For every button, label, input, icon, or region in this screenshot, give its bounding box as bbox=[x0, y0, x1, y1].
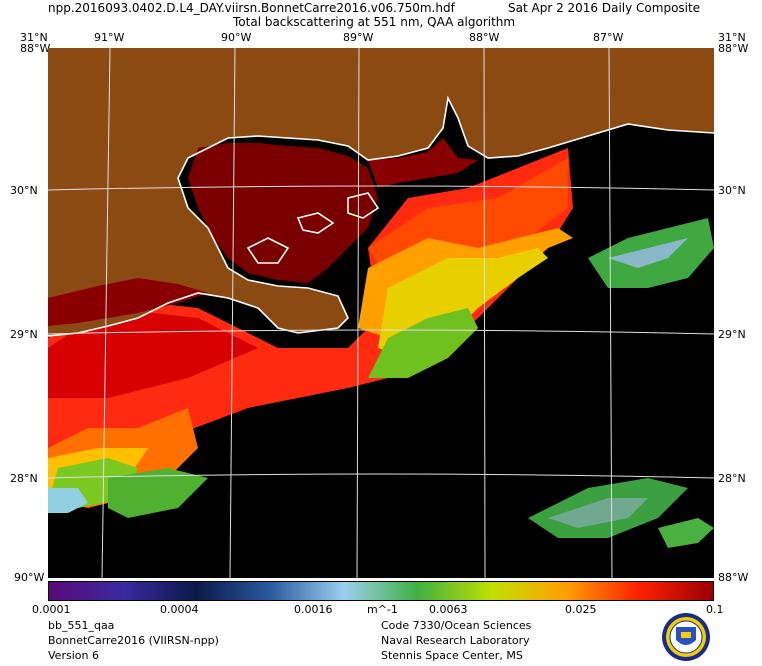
top-label-corner-left: 88°W bbox=[20, 42, 51, 55]
map-svg bbox=[48, 48, 714, 578]
meridian-88w bbox=[483, 48, 486, 578]
footer-lab: Naval Research Laboratory bbox=[381, 634, 530, 647]
colorbar-tick-1: 0.0004 bbox=[160, 603, 199, 616]
meridian-87w bbox=[608, 48, 613, 578]
lon-label-90w: 90°W bbox=[221, 31, 252, 44]
composite-date: Sat Apr 2 2016 Daily Composite bbox=[508, 1, 701, 15]
meridian-91w bbox=[101, 48, 111, 578]
satellite-map bbox=[48, 48, 714, 578]
lat-label-29n-right: 29°N bbox=[718, 328, 746, 341]
footer-product-code: bb_551_qaa bbox=[48, 619, 115, 632]
colorbar-tick-4: 0.0063 bbox=[429, 603, 468, 616]
bottom-label-left: 90°W bbox=[14, 571, 45, 584]
backscatter-plume bbox=[48, 148, 714, 548]
colorbar-tick-0: 0.0001 bbox=[32, 603, 71, 616]
footer-location: Stennis Space Center, MS bbox=[381, 649, 523, 662]
lon-label-91w: 91°W bbox=[94, 31, 125, 44]
lon-label-89w: 89°W bbox=[343, 31, 374, 44]
parallel-30n bbox=[48, 185, 714, 191]
parallel-29n bbox=[48, 329, 714, 335]
lat-label-28n-left: 28°N bbox=[10, 472, 38, 485]
nrl-seal-icon bbox=[661, 612, 711, 662]
top-label-left: 31°N bbox=[20, 31, 48, 44]
footer-code: Code 7330/Ocean Sciences bbox=[381, 619, 532, 632]
bottom-label-right: 88°W bbox=[718, 571, 749, 584]
colorbar-tick-6: 0.1 bbox=[706, 603, 724, 616]
product-title: Total backscattering at 551 nm, QAA algo… bbox=[233, 15, 516, 29]
parallel-28n bbox=[48, 473, 714, 479]
file-name: npp.2016093.0402.D.L4_DAY.viirsn.BonnetC… bbox=[48, 1, 455, 15]
land-mass bbox=[48, 48, 714, 336]
lon-label-88w: 88°W bbox=[469, 31, 500, 44]
coastal-wetlands bbox=[48, 138, 478, 326]
colorbar-unit: m^-1 bbox=[367, 603, 398, 616]
meridian-89w bbox=[356, 48, 360, 578]
coastline bbox=[48, 95, 714, 337]
lon-label-87w: 87°W bbox=[593, 31, 624, 44]
colorbar bbox=[48, 581, 714, 601]
footer-region: BonnetCarre2016 (VIIRSN-npp) bbox=[48, 634, 219, 647]
lat-label-28n-right: 28°N bbox=[718, 472, 746, 485]
top-label-right: 31°N bbox=[718, 31, 746, 44]
top-label-corner-right: 88°W bbox=[718, 42, 749, 55]
footer-version: Version 6 bbox=[48, 649, 99, 662]
colorbar-tick-5: 0.025 bbox=[565, 603, 597, 616]
lat-label-30n-left: 30°N bbox=[10, 184, 38, 197]
colorbar-tick-2: 0.0016 bbox=[294, 603, 333, 616]
meridian-90w bbox=[229, 48, 236, 578]
lat-label-30n-right: 30°N bbox=[718, 184, 746, 197]
lat-label-29n-left: 29°N bbox=[10, 328, 38, 341]
graticule bbox=[48, 48, 714, 578]
